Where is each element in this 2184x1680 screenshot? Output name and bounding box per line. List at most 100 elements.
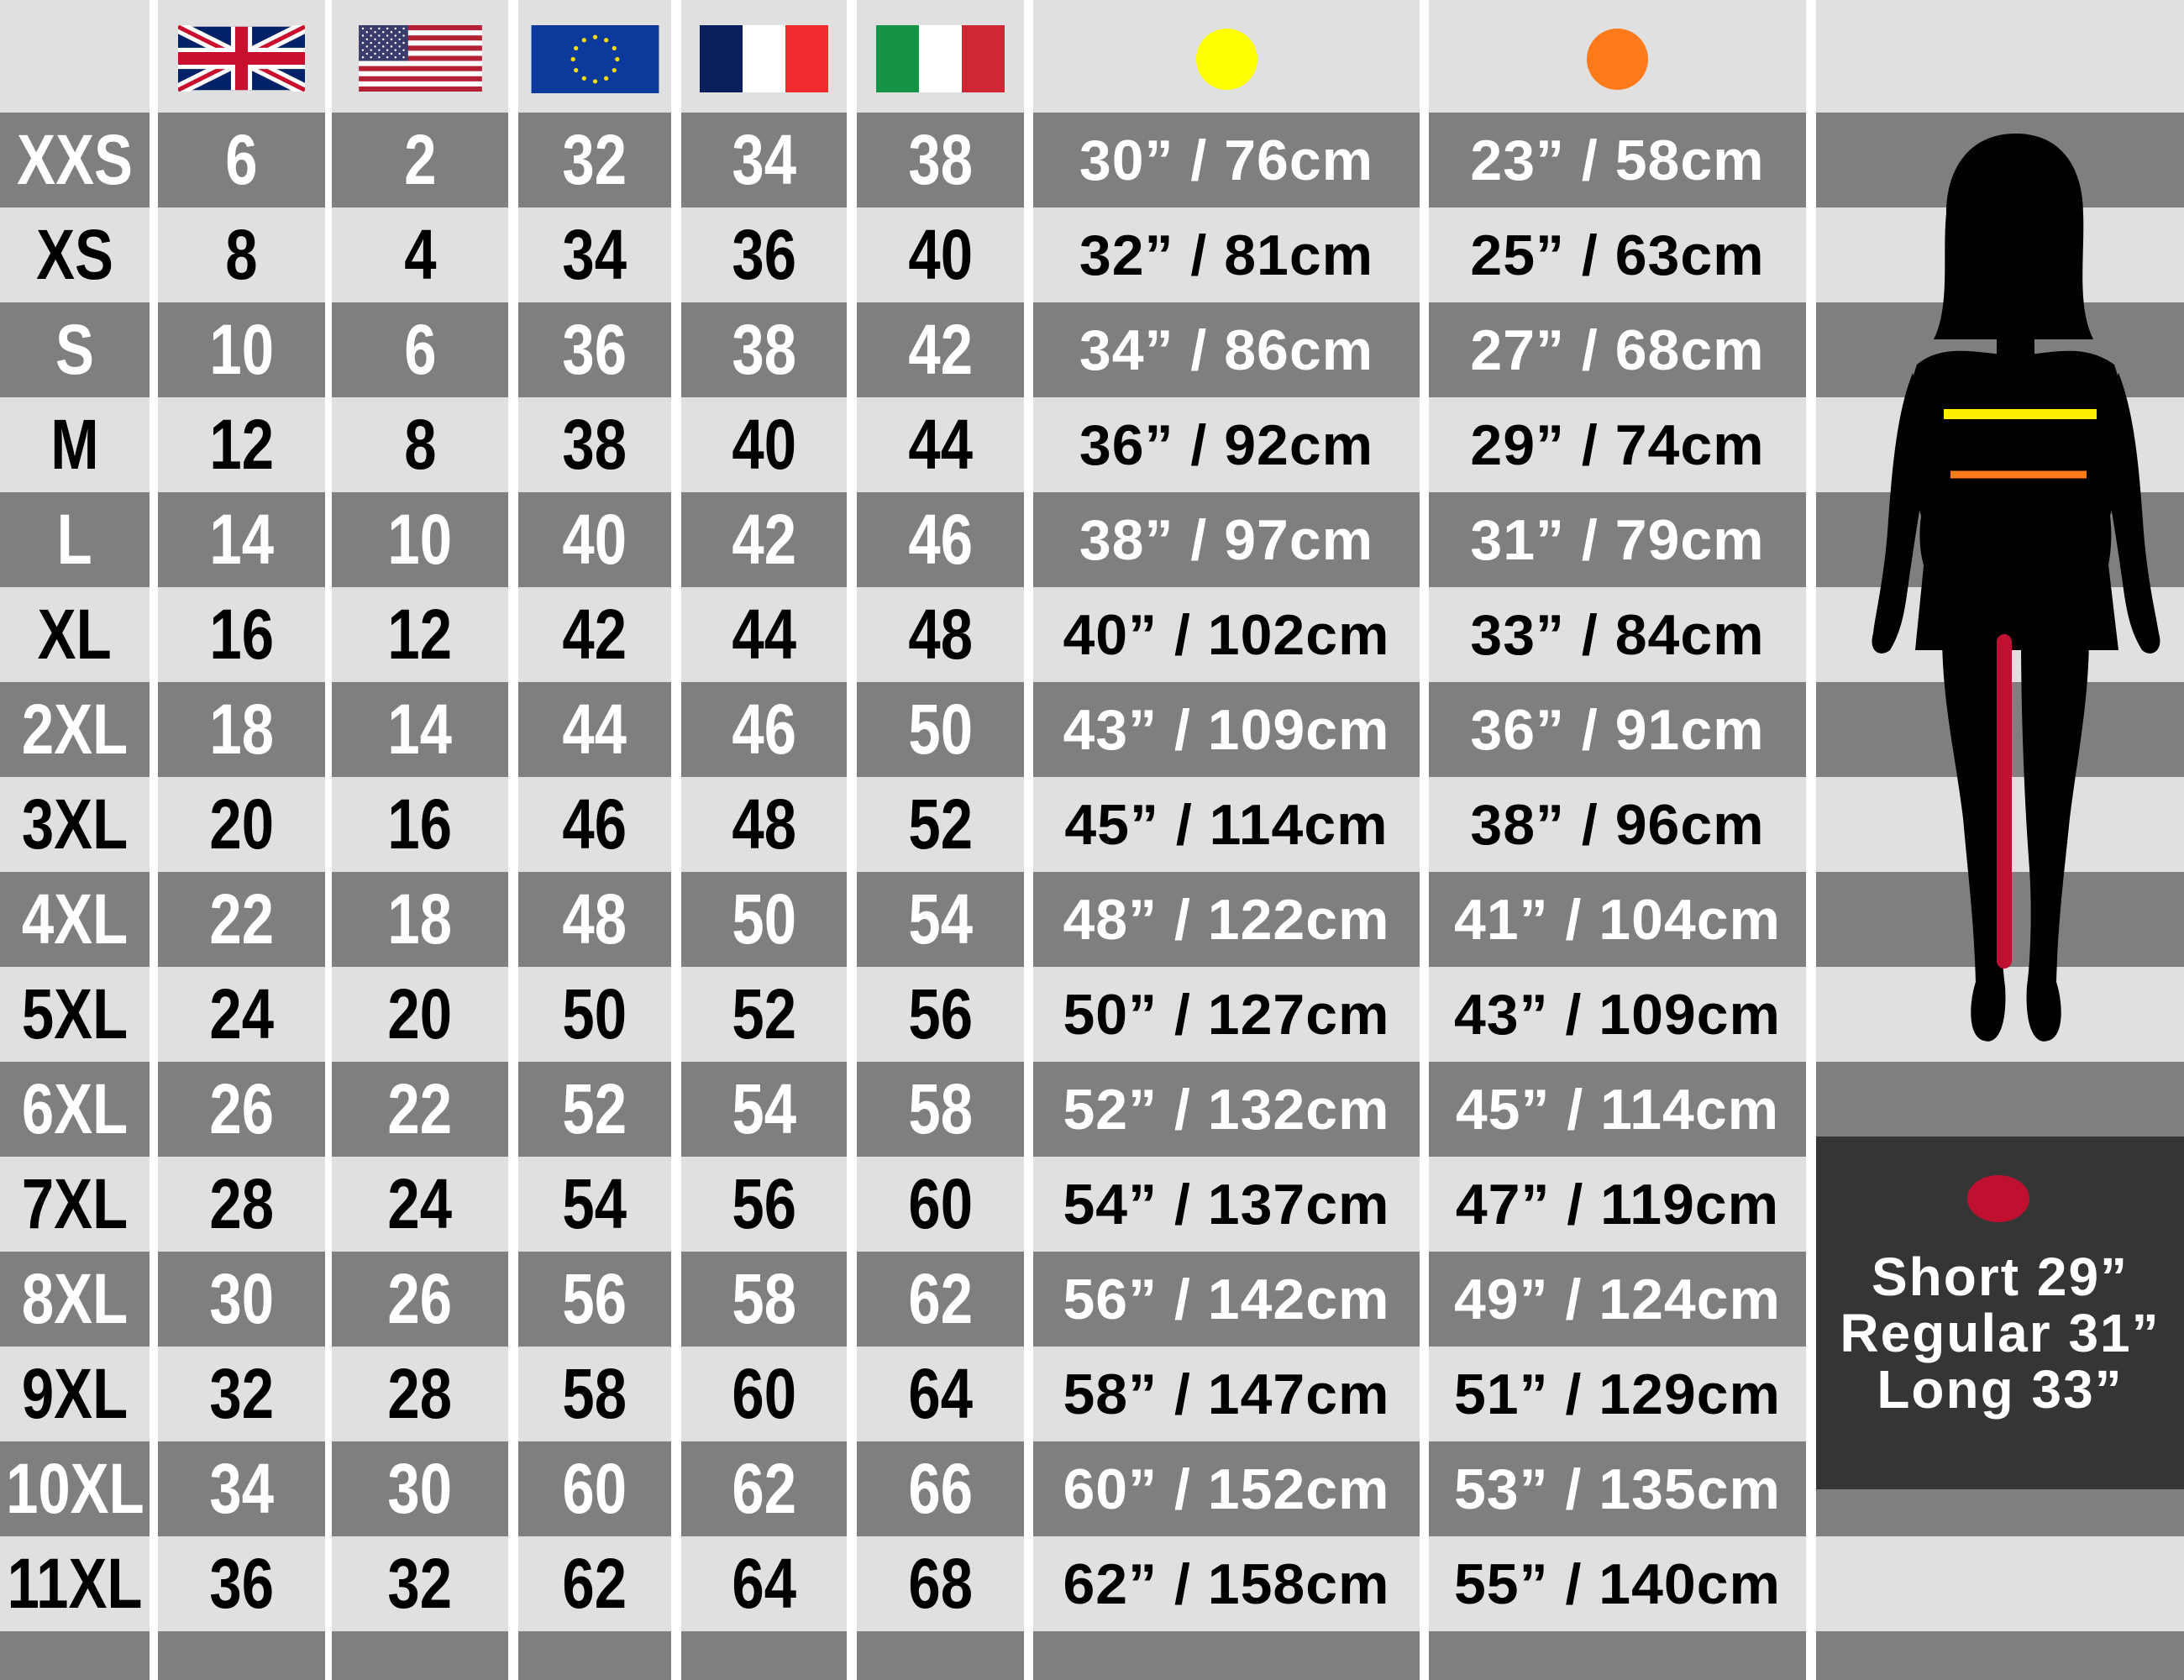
cell-fr: 46: [681, 682, 847, 777]
us-value: 32: [387, 1544, 453, 1623]
cell-eu: 50: [518, 967, 671, 1062]
waist-value: 23” / 58cm: [1470, 128, 1765, 192]
cell-eu: 40: [518, 492, 671, 587]
woman-silhouette-icon: [1872, 134, 2160, 1042]
eu-value: 50: [562, 974, 627, 1053]
cell-bust: 58” / 147cm: [1033, 1347, 1420, 1441]
uk-value: 12: [209, 405, 274, 484]
cell-eu: 34: [518, 207, 671, 302]
cell-waist: 23” / 58cm: [1429, 113, 1806, 207]
it-value: 52: [908, 785, 973, 864]
fr-value: 62: [732, 1449, 796, 1528]
cell-fr: 52: [681, 967, 847, 1062]
size-value: L: [56, 500, 93, 579]
cell-bust: 36” / 92cm: [1033, 397, 1420, 492]
inseam-panel: Short 29” Regular 31” Long 33”: [1816, 1137, 2184, 1489]
cell-bust: 38” / 97cm: [1033, 492, 1420, 587]
cell-uk: 36: [158, 1536, 325, 1631]
cell-waist: 45” / 114cm: [1429, 1062, 1806, 1157]
cell-eu: 32: [518, 113, 671, 207]
cell-fr: 48: [681, 777, 847, 872]
bust-value: 40” / 102cm: [1063, 602, 1390, 667]
bust-value: 30” / 76cm: [1079, 128, 1374, 192]
cell-eu: 38: [518, 397, 671, 492]
eu-value: 42: [562, 595, 627, 674]
cell-size: 7XL: [0, 1157, 150, 1252]
cell-uk: 18: [158, 682, 325, 777]
cell-it: 50: [857, 682, 1024, 777]
bust-value: 54” / 137cm: [1063, 1172, 1390, 1236]
bust-value: 50” / 127cm: [1063, 982, 1390, 1047]
cell-it: 58: [857, 1062, 1024, 1157]
cell-uk: 34: [158, 1441, 325, 1536]
cell-us: 20: [332, 967, 508, 1062]
cell-size: L: [0, 492, 150, 587]
cell-eu: 48: [518, 872, 671, 967]
uk-value: 6: [225, 120, 258, 199]
header-cell-size: [0, 0, 150, 113]
fr-value: 46: [732, 690, 796, 769]
cell-us: 12: [332, 587, 508, 682]
fr-value: 56: [732, 1164, 796, 1243]
cell-bust: 50” / 127cm: [1033, 967, 1420, 1062]
us-value: 26: [387, 1259, 453, 1338]
cell-waist: 27” / 68cm: [1429, 302, 1806, 397]
size-value: 3XL: [21, 785, 129, 864]
bust-value: 43” / 109cm: [1063, 697, 1390, 762]
footer-strip: [1816, 1631, 2184, 1680]
fr-value: 48: [732, 785, 796, 864]
eu-value: 48: [562, 879, 627, 958]
cell-bust: 52” / 132cm: [1033, 1062, 1420, 1157]
waist-value: 38” / 96cm: [1470, 792, 1765, 857]
cell-eu: 44: [518, 682, 671, 777]
size-value: 5XL: [21, 974, 129, 1053]
it-value: 56: [908, 974, 973, 1053]
size-value: 10XL: [5, 1449, 144, 1528]
bust-value: 52” / 132cm: [1063, 1077, 1390, 1142]
cell-us: 30: [332, 1441, 508, 1536]
cell-fr: 34: [681, 113, 847, 207]
fr-value: 54: [732, 1069, 796, 1148]
waist-value: 43” / 109cm: [1453, 982, 1782, 1047]
waist-value: 29” / 74cm: [1470, 412, 1765, 477]
us-flag-icon: [358, 25, 482, 92]
cell-eu: 62: [518, 1536, 671, 1631]
cell-waist: 53” / 135cm: [1429, 1441, 1806, 1536]
footer-strip: [681, 1631, 847, 1680]
fr-value: 44: [732, 595, 796, 674]
cell-bust: 56” / 142cm: [1033, 1252, 1420, 1347]
uk-value: 26: [209, 1069, 274, 1148]
fr-value: 42: [732, 500, 796, 579]
size-value: 8XL: [21, 1259, 129, 1338]
us-value: 12: [387, 595, 453, 674]
cell-eu: 58: [518, 1347, 671, 1441]
cell-us: 24: [332, 1157, 508, 1252]
us-value: 22: [387, 1069, 453, 1148]
bust-value: 45” / 114cm: [1064, 792, 1389, 857]
footer-strip: [1429, 1631, 1806, 1680]
cell-uk: 20: [158, 777, 325, 872]
cell-waist: 36” / 91cm: [1429, 682, 1806, 777]
italy-flag-icon: [876, 25, 1005, 92]
cell-eu: 60: [518, 1441, 671, 1536]
cell-it: 62: [857, 1252, 1024, 1347]
cell-size: XL: [0, 587, 150, 682]
eu-value: 38: [562, 405, 627, 484]
it-value: 62: [908, 1259, 973, 1338]
waist-value: 55” / 140cm: [1453, 1551, 1782, 1616]
cell-us: 14: [332, 682, 508, 777]
bust-value: 38” / 97cm: [1079, 507, 1374, 572]
inseam-dot-icon: [1967, 1175, 2029, 1222]
cell-bust: 54” / 137cm: [1033, 1157, 1420, 1252]
cell-fr: 44: [681, 587, 847, 682]
cell-uk: 26: [158, 1062, 325, 1157]
cell-it: 46: [857, 492, 1024, 587]
uk-value: 8: [225, 215, 258, 294]
size-value: S: [55, 310, 94, 389]
cell-eu: 36: [518, 302, 671, 397]
cell-it: 48: [857, 587, 1024, 682]
cell-fr: 54: [681, 1062, 847, 1157]
cell-uk: 32: [158, 1347, 325, 1441]
eu-value: 60: [562, 1449, 627, 1528]
cell-eu: 42: [518, 587, 671, 682]
